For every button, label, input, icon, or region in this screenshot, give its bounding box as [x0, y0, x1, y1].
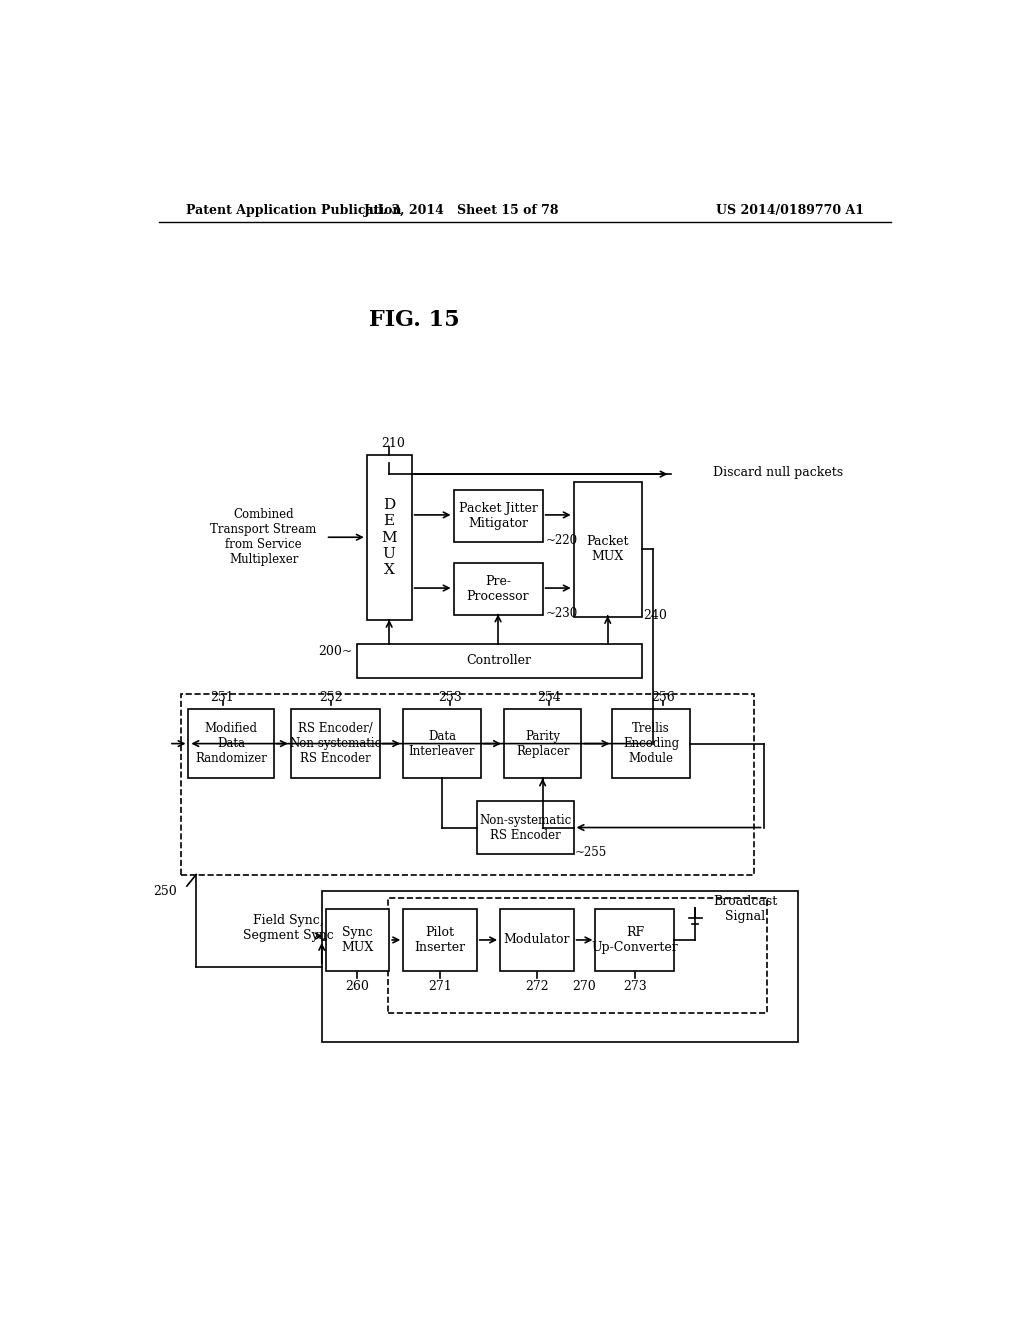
Text: ~255: ~255 — [575, 846, 607, 859]
Bar — [326, 909, 389, 970]
Text: Field Sync,
Segment Sync: Field Sync, Segment Sync — [243, 915, 334, 942]
Text: Patent Application Publication: Patent Application Publication — [186, 205, 401, 218]
Text: Parity
Replacer: Parity Replacer — [516, 730, 569, 758]
Bar — [291, 709, 380, 779]
Text: ~230: ~230 — [546, 607, 578, 620]
Text: 250: 250 — [153, 884, 177, 898]
Text: D
E
M
U
X: D E M U X — [381, 498, 397, 577]
Text: 270: 270 — [571, 979, 596, 993]
Text: Modulator: Modulator — [504, 933, 570, 946]
Text: Non-systematic
RS Encoder: Non-systematic RS Encoder — [479, 813, 571, 842]
Bar — [367, 455, 412, 620]
Text: 200~: 200~ — [318, 644, 352, 657]
Text: RS Encoder/
Non-systematic
RS Encoder: RS Encoder/ Non-systematic RS Encoder — [289, 722, 381, 766]
Text: 272: 272 — [525, 979, 549, 993]
Text: 254: 254 — [537, 690, 561, 704]
Text: 273: 273 — [623, 979, 647, 993]
Bar — [612, 709, 690, 779]
Bar — [454, 490, 543, 543]
Bar — [477, 801, 573, 854]
Text: 240: 240 — [643, 609, 668, 622]
Text: Trellis
Encoding
Module: Trellis Encoding Module — [623, 722, 679, 766]
Bar — [180, 693, 755, 875]
Text: Controller: Controller — [467, 655, 531, 668]
Text: Combined
Transport Stream
from Service
Multiplexer: Combined Transport Stream from Service M… — [211, 508, 316, 566]
Text: Pre-
Processor: Pre- Processor — [467, 574, 529, 603]
Text: FIG. 15: FIG. 15 — [370, 309, 460, 331]
Text: 251: 251 — [211, 690, 234, 704]
Text: 253: 253 — [437, 690, 462, 704]
Text: Sync
MUX: Sync MUX — [341, 925, 374, 954]
Bar — [322, 891, 799, 1041]
Text: Data
Interleaver: Data Interleaver — [409, 730, 475, 758]
Text: Jul. 3, 2014   Sheet 15 of 78: Jul. 3, 2014 Sheet 15 of 78 — [364, 205, 559, 218]
Bar — [403, 909, 477, 970]
Bar — [500, 909, 573, 970]
Text: 252: 252 — [319, 690, 343, 704]
Bar — [403, 709, 480, 779]
Text: Discard null packets: Discard null packets — [713, 466, 843, 479]
Bar — [504, 709, 582, 779]
Bar — [454, 562, 543, 615]
Text: Packet Jitter
Mitigator: Packet Jitter Mitigator — [459, 502, 538, 529]
Text: ~220: ~220 — [546, 533, 578, 546]
Text: 256: 256 — [651, 690, 675, 704]
Bar — [356, 644, 642, 678]
Bar — [188, 709, 273, 779]
Text: Broadcast
Signal: Broadcast Signal — [713, 895, 777, 923]
Text: 271: 271 — [428, 979, 452, 993]
Bar — [573, 482, 642, 616]
Text: Modified
Data
Randomizer: Modified Data Randomizer — [196, 722, 267, 766]
Text: Pilot
Inserter: Pilot Inserter — [415, 925, 466, 954]
Bar — [595, 909, 675, 970]
Text: RF
Up-Converter: RF Up-Converter — [592, 925, 678, 954]
Text: Packet
MUX: Packet MUX — [587, 535, 629, 564]
Text: 260: 260 — [345, 979, 370, 993]
Bar — [388, 898, 767, 1014]
Text: US 2014/0189770 A1: US 2014/0189770 A1 — [716, 205, 864, 218]
Text: 210: 210 — [381, 437, 404, 450]
